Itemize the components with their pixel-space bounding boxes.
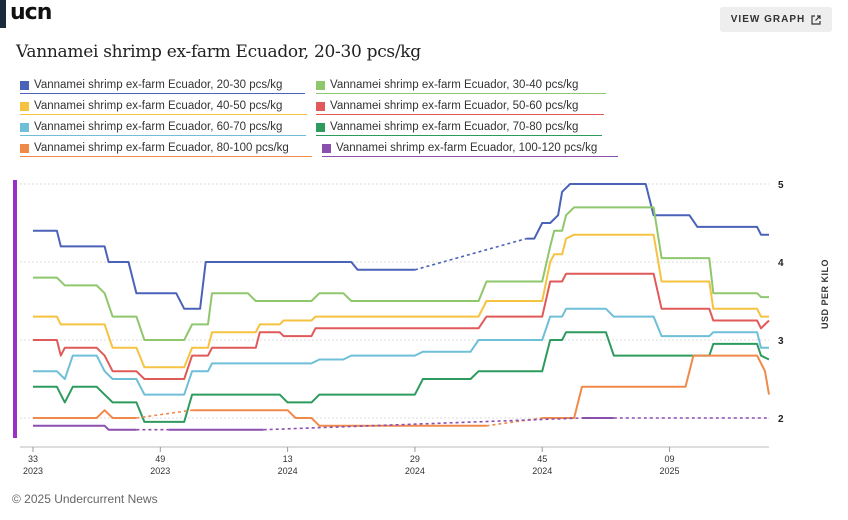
series-line-3-0 [33, 272, 770, 380]
legend-swatch [20, 101, 29, 111]
legend-label: Vannamei shrimp ex-farm Ecuador, 70-80 p… [330, 121, 579, 133]
x-tick-year: 2025 [660, 466, 680, 476]
x-tick-year: 2024 [278, 466, 298, 476]
x-tick-week: 33 [28, 454, 38, 464]
y-tick-label: 3 [778, 336, 784, 347]
x-tick-year: 2024 [405, 466, 425, 476]
selected-series-indicator [13, 180, 17, 438]
legend-item[interactable]: Vannamei shrimp ex-farm Ecuador, 60-70 p… [20, 121, 306, 136]
x-tick-year: 2024 [532, 466, 552, 476]
copyright-text: © 2025 Undercurrent News [12, 492, 158, 506]
view-graph-label: VIEW GRAPH [730, 14, 806, 25]
legend-swatch [20, 80, 29, 90]
series-line-0-2 [526, 183, 769, 240]
x-tick-week: 49 [155, 454, 165, 464]
series-line-6-4 [542, 354, 770, 419]
legend-label: Vannamei shrimp ex-farm Ecuador, 50-60 p… [330, 100, 579, 112]
legend-label: Vannamei shrimp ex-farm Ecuador, 40-50 p… [34, 100, 283, 112]
y-tick-label: 2 [778, 414, 784, 425]
legend-item[interactable]: Vannamei shrimp ex-farm Ecuador, 70-80 p… [316, 121, 602, 136]
legend-swatch [20, 143, 29, 153]
series-line-4-0 [33, 307, 769, 396]
x-tick-year: 2023 [150, 466, 170, 476]
legend-item[interactable]: Vannamei shrimp ex-farm Ecuador, 50-60 p… [316, 100, 604, 115]
legend-item[interactable]: Vannamei shrimp ex-farm Ecuador, 30-40 p… [316, 79, 606, 94]
legend-swatch [316, 80, 325, 90]
x-tick-week: 29 [410, 454, 420, 464]
legend-label: Vannamei shrimp ex-farm Ecuador, 20-30 p… [34, 79, 283, 91]
series-line-6-1 [136, 409, 193, 419]
y-axis-label: USD PER KILO [820, 259, 830, 329]
series-line-7-0 [33, 424, 137, 431]
x-tick-week: 45 [537, 454, 547, 464]
x-tick-week: 09 [665, 454, 675, 464]
legend-label: Vannamei shrimp ex-farm Ecuador, 60-70 p… [34, 121, 283, 133]
series-line-2-0 [33, 233, 769, 369]
series-line-0-1 [414, 237, 527, 271]
legend-swatch [20, 122, 29, 132]
view-graph-button[interactable]: VIEW GRAPH [720, 7, 832, 32]
series-line-0-0 [33, 229, 415, 310]
y-tick-label: 5 [778, 180, 784, 191]
series-line-5-0 [33, 331, 770, 423]
external-link-icon [811, 14, 821, 25]
series-line-6-0 [33, 409, 137, 419]
logo-accent [0, 0, 6, 28]
x-tick-year: 2023 [23, 466, 43, 476]
legend-item[interactable]: Vannamei shrimp ex-farm Ecuador, 40-50 p… [20, 100, 307, 115]
logo: ucn [10, 0, 52, 25]
legend-item[interactable]: Vannamei shrimp ex-farm Ecuador, 20-30 p… [20, 79, 305, 94]
series-line-6-2 [192, 409, 487, 427]
legend-item[interactable]: Vannamei shrimp ex-farm Ecuador, 80-100 … [20, 142, 312, 157]
legend-swatch [316, 101, 325, 111]
y-tick-label: 4 [778, 258, 784, 269]
series-line-7-3 [263, 417, 583, 431]
legend-label: Vannamei shrimp ex-farm Ecuador, 30-40 p… [330, 79, 579, 91]
x-tick-week: 13 [283, 454, 293, 464]
legend-item[interactable]: Vannamei shrimp ex-farm Ecuador, 100-120… [322, 142, 618, 157]
chart-title: Vannamei shrimp ex-farm Ecuador, 20-30 p… [16, 42, 421, 62]
legend-swatch [322, 143, 331, 153]
legend-label: Vannamei shrimp ex-farm Ecuador, 80-100 … [34, 142, 289, 154]
series-line-1-0 [33, 206, 769, 341]
legend-label: Vannamei shrimp ex-farm Ecuador, 100-120… [336, 142, 598, 154]
legend-swatch [316, 122, 325, 132]
